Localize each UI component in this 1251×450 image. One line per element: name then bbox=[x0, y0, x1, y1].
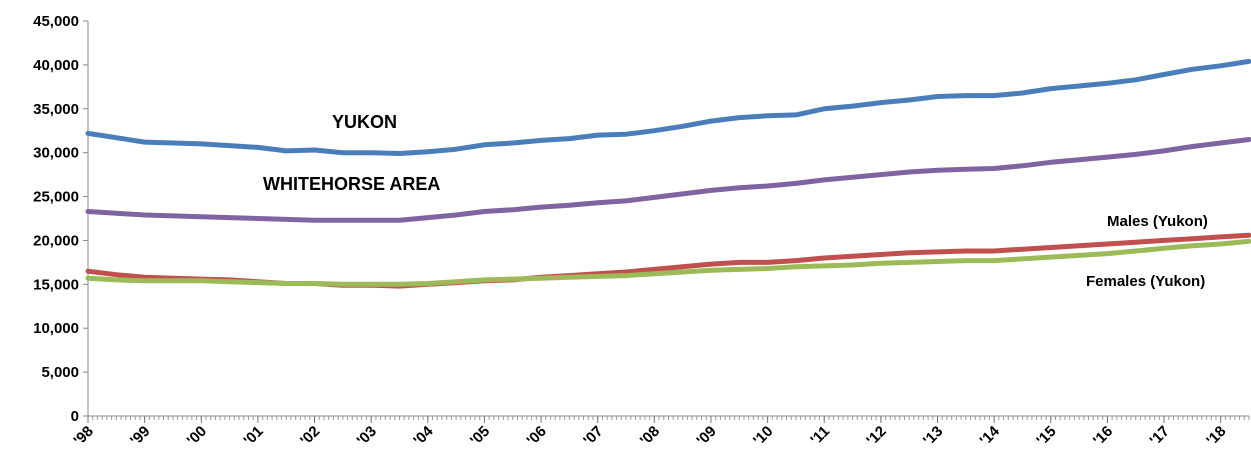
x-axis-minor-ticks bbox=[87, 416, 1250, 420]
series-line-whitehorse-area bbox=[85, 137, 1251, 223]
label-males-yukon: Males (Yukon) bbox=[1107, 213, 1208, 230]
x-tick-label: '08 bbox=[637, 423, 663, 449]
y-tick-label: 25,000 bbox=[33, 189, 79, 206]
y-tick-label: 20,000 bbox=[33, 232, 79, 249]
x-tick-label: '13 bbox=[920, 423, 946, 449]
label-females-yukon: Females (Yukon) bbox=[1086, 273, 1205, 290]
x-tick-label: '10 bbox=[750, 423, 776, 449]
label-whitehorse-area: WHITEHORSE AREA bbox=[263, 174, 440, 194]
label-yukon: YUKON bbox=[332, 112, 397, 132]
y-tick-label: 5,000 bbox=[41, 364, 79, 381]
series-line-yukon bbox=[85, 58, 1251, 156]
series-lines bbox=[85, 58, 1251, 289]
series-labels: YUKON WHITEHORSE AREA Males (Yukon) Fema… bbox=[263, 112, 1208, 290]
x-tick-label: '16 bbox=[1090, 423, 1116, 449]
x-axis-ticks: '98 '99 '00 '01 '02 '03 '04 '05 '06 '07 '08 '09 '10 '… bbox=[70, 416, 1230, 449]
x-tick-label: '07 bbox=[580, 423, 606, 449]
y-tick-label: 15,000 bbox=[33, 276, 79, 293]
y-tick-label: 35,000 bbox=[33, 101, 79, 118]
x-tick-label: '04 bbox=[410, 422, 437, 449]
x-tick-label: '14 bbox=[977, 422, 1004, 449]
y-tick-label: 40,000 bbox=[33, 57, 79, 74]
x-tick-label: '99 bbox=[127, 423, 153, 449]
x-tick-label: '15 bbox=[1033, 423, 1059, 449]
series-line-males-yukon bbox=[85, 232, 1251, 289]
y-tick-label: 10,000 bbox=[33, 320, 79, 337]
y-tick-label: 0 bbox=[71, 408, 79, 425]
x-tick-label: '06 bbox=[524, 423, 550, 449]
y-tick-label: 45,000 bbox=[33, 13, 79, 30]
x-tick-label: '17 bbox=[1147, 423, 1173, 449]
y-tick-label: 30,000 bbox=[33, 145, 79, 162]
series-line-females-yukon bbox=[85, 238, 1251, 287]
x-tick-label: '98 bbox=[70, 423, 96, 449]
x-tick-label: '11 bbox=[807, 423, 833, 449]
x-tick-label: '02 bbox=[297, 423, 323, 449]
x-tick-label: '00 bbox=[184, 423, 210, 449]
x-tick-label: '01 bbox=[240, 423, 266, 449]
x-tick-label: '09 bbox=[693, 423, 719, 449]
x-tick-label: '12 bbox=[863, 423, 889, 449]
y-axis-ticks: 0 5,000 10,000 15,000 20,000 25,000 30,000 35,0… bbox=[33, 13, 88, 425]
x-tick-label: '18 bbox=[1203, 423, 1229, 449]
x-tick-label: '05 bbox=[467, 423, 493, 449]
x-tick-label: '03 bbox=[354, 423, 380, 449]
